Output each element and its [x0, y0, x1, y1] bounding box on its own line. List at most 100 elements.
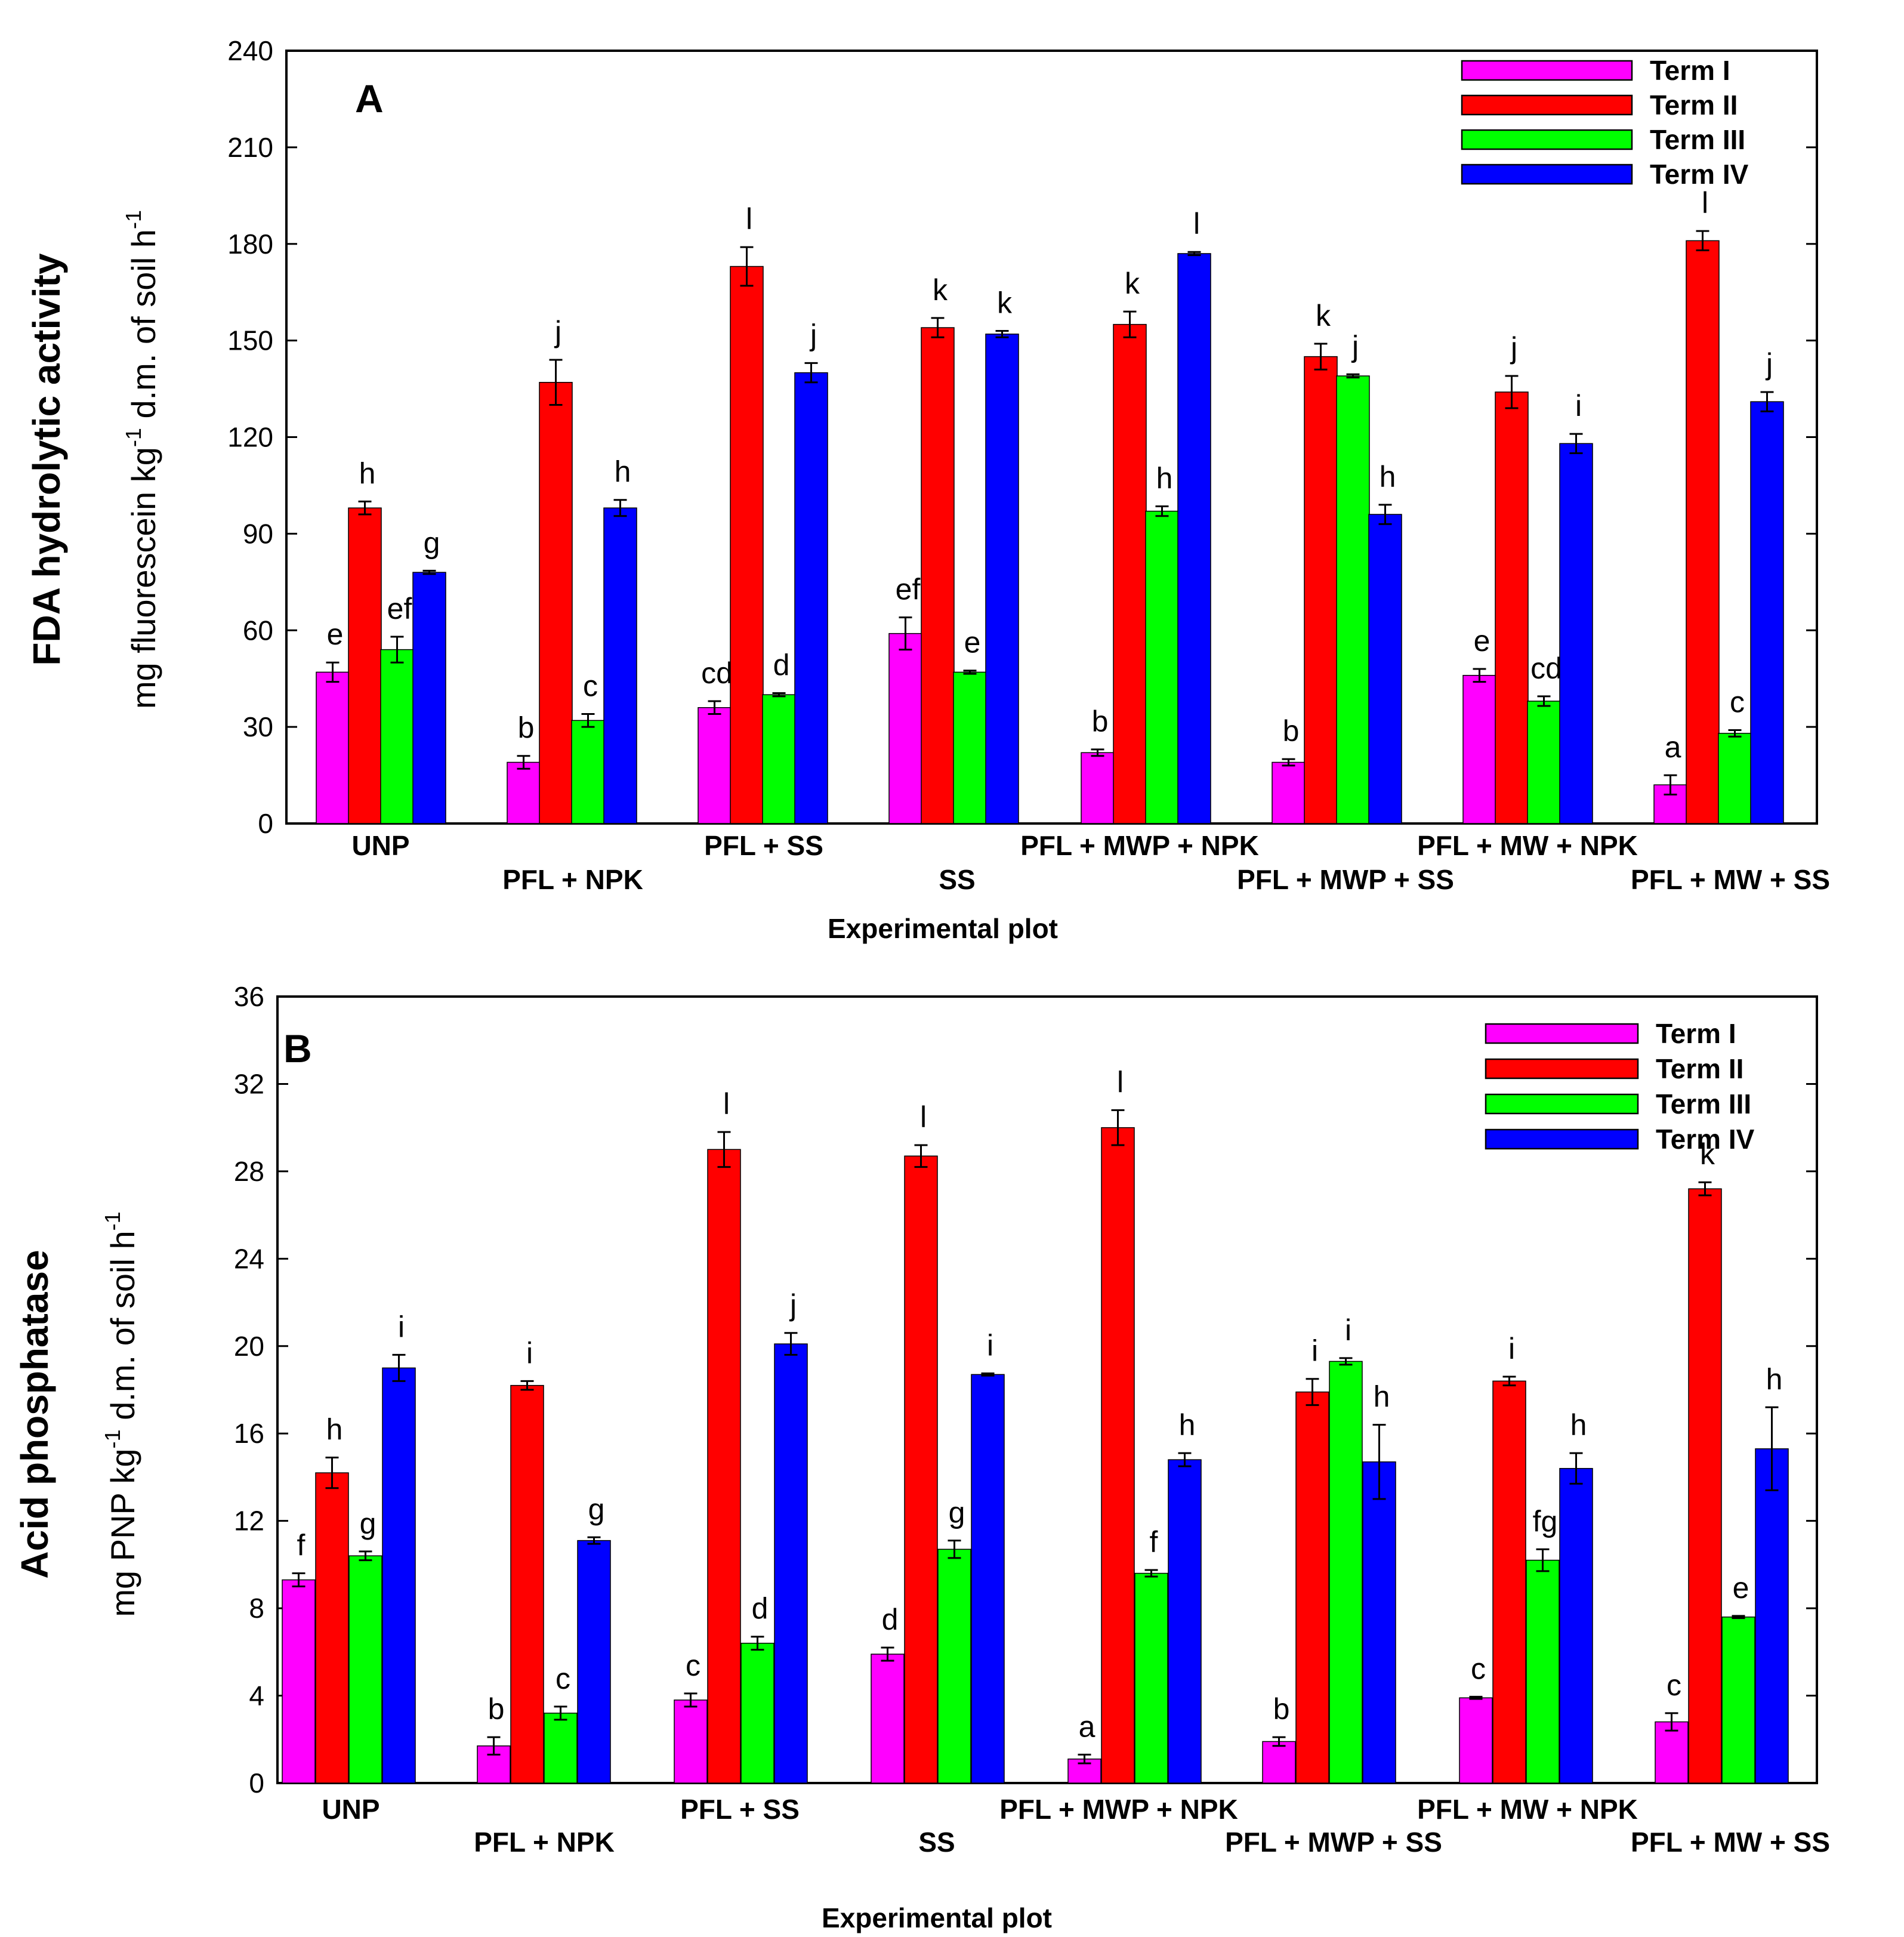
bar — [794, 372, 828, 824]
significance-letter: e — [327, 618, 344, 651]
bar — [348, 1555, 382, 1784]
significance-letter: f — [297, 1529, 305, 1562]
x-tick-label: UNP — [322, 1794, 379, 1825]
bar — [904, 1155, 938, 1784]
y-axis-units-a: mg fluorescein kg-1 d.m. of soil h-1 — [121, 210, 162, 709]
bar — [382, 1367, 416, 1784]
y-tick-label: 30 — [243, 711, 273, 742]
x-tick-label: PFL + MWP + NPK — [1020, 830, 1259, 861]
bar — [698, 707, 732, 824]
x-tick-label: PFL + MWP + NPK — [999, 1794, 1238, 1825]
significance-letter: l — [1193, 207, 1200, 240]
bar — [1362, 1461, 1396, 1784]
significance-letter: j — [1510, 331, 1517, 365]
significance-letter: c — [583, 670, 598, 703]
significance-letter: j — [809, 318, 817, 351]
bar — [762, 694, 796, 824]
significance-letter: d — [773, 648, 790, 681]
bar — [1686, 240, 1720, 824]
bar — [1113, 323, 1147, 824]
significance-letter: j — [1351, 329, 1359, 363]
bar — [1495, 391, 1529, 824]
bar — [1336, 375, 1370, 824]
significance-letter: f — [1150, 1525, 1158, 1559]
bar — [1459, 1697, 1493, 1784]
bar — [1101, 1127, 1135, 1784]
significance-letter: b — [1092, 705, 1109, 738]
significance-letter: cd — [1530, 652, 1562, 685]
bar — [1262, 1741, 1296, 1784]
legend-label: Term II — [1650, 90, 1738, 121]
plot-frame — [276, 995, 1818, 1784]
bar — [921, 327, 955, 824]
significance-letter: h — [1570, 1408, 1587, 1442]
significance-letter: d — [882, 1603, 899, 1636]
x-tick-label: SS — [939, 864, 975, 895]
bar — [1750, 401, 1784, 824]
significance-letter: a — [1665, 730, 1681, 764]
chart-panel-b: Acid phosphatase mg PNP kg-1 d.m. of soi… — [13, 981, 1830, 1933]
bar — [985, 334, 1019, 824]
bar — [1081, 752, 1115, 824]
significance-letter: k — [1125, 267, 1140, 300]
bar — [1272, 761, 1306, 824]
bar — [1368, 514, 1402, 824]
significance-letter: l — [1117, 1065, 1124, 1099]
x-tick-label: PFL + MWP + SS — [1225, 1827, 1442, 1858]
significance-letter: e — [1474, 624, 1491, 658]
y-tick-label: 0 — [249, 1768, 264, 1799]
significance-letter: c — [1667, 1668, 1681, 1702]
significance-letter: i — [987, 1329, 993, 1362]
significance-letter: i — [1345, 1313, 1351, 1347]
bar — [1295, 1391, 1329, 1784]
significance-letter: ef — [387, 592, 412, 625]
bar — [971, 1374, 1005, 1784]
bar — [774, 1343, 808, 1784]
legend-label: Term I — [1656, 1018, 1736, 1049]
legend-label: Term IV — [1656, 1124, 1755, 1155]
bar — [577, 1540, 611, 1784]
y-tick-label: 28 — [234, 1156, 264, 1187]
bar — [571, 720, 605, 824]
bar — [730, 266, 764, 824]
significance-letter: g — [949, 1496, 965, 1529]
x-tick-label: PFL + MW + SS — [1631, 1827, 1830, 1858]
legend-swatch — [1485, 1023, 1639, 1044]
significance-letter: l — [920, 1100, 927, 1134]
legend-swatch — [1461, 94, 1633, 116]
significance-letter: cd — [701, 656, 733, 690]
legend-swatch — [1485, 1128, 1639, 1150]
bar — [1527, 701, 1561, 824]
significance-letter: d — [752, 1592, 769, 1626]
y-tick-label: 120 — [227, 422, 273, 453]
bar — [539, 382, 573, 824]
significance-letter: e — [1733, 1571, 1749, 1605]
significance-letter: i — [1575, 389, 1582, 422]
y-tick-label: 36 — [234, 981, 264, 1012]
y-tick-label: 180 — [227, 229, 273, 260]
y-tick-label: 150 — [227, 325, 273, 356]
bar — [1718, 733, 1752, 824]
significance-letter: g — [588, 1492, 605, 1526]
legend-label: Term I — [1650, 55, 1730, 86]
significance-letter: j — [1765, 347, 1773, 381]
y-tick-label: 60 — [243, 615, 273, 646]
x-tick-label: PFL + NPK — [502, 864, 643, 895]
significance-letter: i — [526, 1336, 533, 1370]
significance-letter: l — [1702, 186, 1708, 220]
significance-letter: fg — [1533, 1504, 1558, 1538]
y-tick-label: 0 — [258, 808, 273, 839]
significance-letter: k — [933, 273, 948, 307]
y-tick-label: 4 — [249, 1680, 264, 1711]
significance-letter: b — [1283, 714, 1300, 748]
significance-letter: e — [964, 626, 981, 659]
significance-letter: h — [359, 457, 376, 490]
y-axis-units-b: mg PNP kg-1 d.m. of soil h-1 — [100, 1211, 141, 1617]
legend-label: Term II — [1656, 1053, 1743, 1084]
significance-letter: ef — [896, 573, 921, 606]
bar — [707, 1149, 741, 1784]
legend-swatch — [1461, 129, 1633, 150]
bar — [1526, 1559, 1560, 1784]
y-tick-label: 90 — [243, 518, 273, 549]
